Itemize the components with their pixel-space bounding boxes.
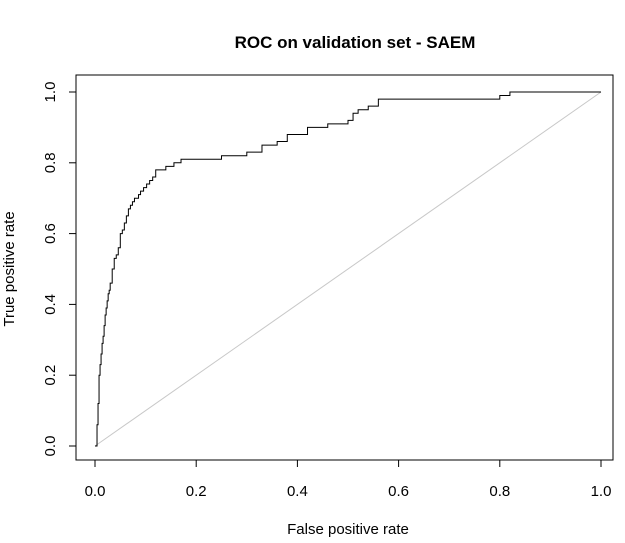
y-axis-label: True positive rate xyxy=(1,211,18,326)
x-tick-label: 0.8 xyxy=(489,483,510,500)
x-tick-label: 0.0 xyxy=(85,483,106,500)
y-tick-label: 0.6 xyxy=(42,223,59,244)
y-tick-label: 1.0 xyxy=(42,82,59,103)
plot-frame xyxy=(75,74,614,461)
chance-diagonal-line xyxy=(94,91,602,447)
x-axis-label: False positive rate xyxy=(287,521,409,538)
y-tick-label: 0.8 xyxy=(42,152,59,173)
y-tick-label: 0.4 xyxy=(42,294,59,315)
y-tick-label: 0.0 xyxy=(42,436,59,457)
y-tick-label: 0.2 xyxy=(42,365,59,386)
x-tick-label: 0.2 xyxy=(186,483,207,500)
x-tick-label: 0.4 xyxy=(287,483,308,500)
axes: 0.0 0.2 0.4 0.6 0.8 1.0 0.0 0.2 0.4 0.6 0.8 1.0 xyxy=(42,82,611,500)
x-tick-label: 1.0 xyxy=(591,483,612,500)
plot-area xyxy=(94,91,602,447)
x-tick-label: 0.6 xyxy=(388,483,409,500)
chart-title: ROC on validation set - SAEM xyxy=(235,33,476,52)
roc-curve-line xyxy=(95,91,601,447)
